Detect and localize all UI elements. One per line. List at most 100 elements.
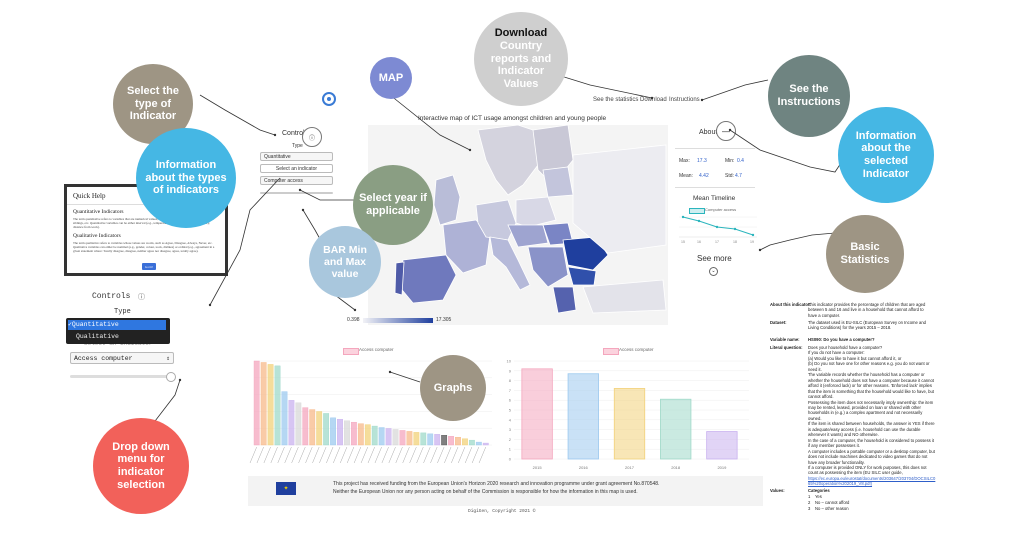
select-arrows-icon: ⇕ <box>166 355 170 362</box>
annotation-bar-min-max: BAR Min and Max value <box>309 226 381 298</box>
bar[interactable] <box>371 425 378 446</box>
bar[interactable] <box>302 407 309 446</box>
nav-see-statistics[interactable]: See the statistics <box>593 97 639 103</box>
bar[interactable] <box>448 436 454 446</box>
quick-help-got-it-button[interactable]: Got it! <box>142 263 156 270</box>
about-indicator-label: About this indicator: <box>770 302 811 307</box>
tick-label-stub <box>367 446 375 464</box>
bar[interactable] <box>364 424 371 446</box>
question-line: If you do not have a computer: <box>808 350 865 356</box>
tick-label-stub <box>305 446 313 464</box>
bar[interactable] <box>406 431 413 446</box>
bar[interactable] <box>434 434 441 446</box>
bar[interactable] <box>267 364 274 446</box>
eurostat-link[interactable]: https://ec.europa.eu/eurostat/documents/… <box>808 475 936 487</box>
tick-label-stub <box>312 446 320 464</box>
nav-download[interactable]: Download <box>640 97 667 103</box>
bar[interactable] <box>613 388 646 460</box>
zoomed-indicator-select[interactable]: Access computer ⇕ <box>70 352 174 364</box>
bar[interactable] <box>521 368 553 460</box>
x-tick-label: 2019 <box>717 465 727 470</box>
bar[interactable] <box>288 400 295 446</box>
bar[interactable] <box>253 360 260 446</box>
bar[interactable] <box>413 432 420 446</box>
dataset-label: Dataset: <box>770 320 787 325</box>
dropdown-option-qualitative[interactable]: Qualitative <box>76 333 119 340</box>
bar[interactable] <box>323 413 330 446</box>
timeline-x-18: 18 <box>733 240 737 244</box>
x-tick-label: 2015 <box>533 465 543 470</box>
dropdown-option-quantitative[interactable]: ✓Quantitative <box>68 320 166 330</box>
zoomed-indicator-value: Access computer <box>74 355 133 362</box>
controls-info-icon[interactable]: ⓘ <box>302 127 322 147</box>
zoomed-slider[interactable] <box>70 375 174 378</box>
stats-divider <box>675 187 755 188</box>
question-line: Possessing the item does not necessarily… <box>808 399 934 421</box>
bar[interactable] <box>567 373 599 460</box>
tick-label-stub <box>284 446 292 464</box>
type-select[interactable]: Quantitative <box>260 152 333 161</box>
about-info-icon[interactable]: — <box>716 121 736 141</box>
bar[interactable] <box>399 430 406 446</box>
bar[interactable] <box>420 432 427 446</box>
tick-label-stub <box>319 446 327 464</box>
annotation-map: MAP <box>370 57 412 99</box>
question-line: Does your household have a computer? <box>808 345 883 350</box>
bar[interactable] <box>274 365 281 446</box>
indicator-select[interactable]: Computer access <box>260 176 333 185</box>
bar[interactable] <box>260 362 267 446</box>
indicator-search[interactable]: Select an indicator <box>260 164 333 173</box>
map-title: Interactive map of ICT usage amongst chi… <box>418 115 607 122</box>
nav-instructions[interactable]: Instructions <box>669 97 700 103</box>
bar[interactable] <box>385 428 392 446</box>
bar[interactable] <box>475 441 482 446</box>
bar[interactable] <box>462 438 468 446</box>
bar[interactable] <box>281 391 288 446</box>
timeline-x-15: 15 <box>681 240 685 244</box>
zoomed-type-dropdown[interactable]: ✓Quantitative Qualitative <box>66 318 170 344</box>
bar[interactable] <box>427 433 434 446</box>
bar[interactable] <box>344 420 350 446</box>
map-legend-max: 17.305 <box>436 317 452 323</box>
digigen-logo[interactable] <box>322 92 336 106</box>
bar[interactable] <box>350 421 357 446</box>
value-row: 1 Yes <box>808 494 822 499</box>
map-legend-bar <box>363 318 433 323</box>
bar[interactable] <box>455 437 461 446</box>
annotation-basic-stats: Basic Statistics <box>826 215 904 293</box>
footer-line2: Neither the European Union nor any perso… <box>333 489 638 495</box>
stat-min-label: Min: <box>725 158 735 164</box>
bar[interactable] <box>330 417 336 446</box>
bar[interactable] <box>295 402 302 446</box>
question-line: If a computer is provided ONLY for work … <box>808 464 927 476</box>
bar-chart-left: Access computer <box>248 343 496 468</box>
x-tick-label: 2016 <box>579 465 589 470</box>
stat-std-label: Std: <box>725 173 734 179</box>
europe-map[interactable] <box>368 125 668 325</box>
bar[interactable] <box>337 419 343 446</box>
bar[interactable] <box>378 427 385 446</box>
zoomed-slider-thumb[interactable] <box>166 372 176 382</box>
bar[interactable] <box>482 442 489 446</box>
right-legend-swatch <box>603 348 619 355</box>
see-more-chevron-icon[interactable]: ⌄ <box>709 267 718 276</box>
year-slider[interactable] <box>260 192 333 194</box>
zoomed-controls-info-icon[interactable]: ⓘ <box>138 294 145 301</box>
bar[interactable] <box>441 435 448 446</box>
see-more-link[interactable]: See more <box>697 254 732 263</box>
value-row: 3 No – other reason <box>808 506 849 511</box>
values-label: Values: <box>770 488 785 493</box>
tick-label-stub <box>298 446 306 464</box>
bar[interactable] <box>309 409 316 446</box>
bar[interactable] <box>706 431 738 460</box>
bar[interactable] <box>468 439 475 446</box>
bar[interactable] <box>316 411 323 446</box>
bar[interactable] <box>357 423 364 446</box>
stat-max-value: 17.3 <box>697 158 707 164</box>
bar[interactable] <box>392 429 399 446</box>
y-tick-label: 2 <box>509 437 512 442</box>
bar[interactable] <box>660 398 692 460</box>
download-title: Download <box>494 27 548 40</box>
annotation-select-year: Select year if applicable <box>353 165 433 245</box>
